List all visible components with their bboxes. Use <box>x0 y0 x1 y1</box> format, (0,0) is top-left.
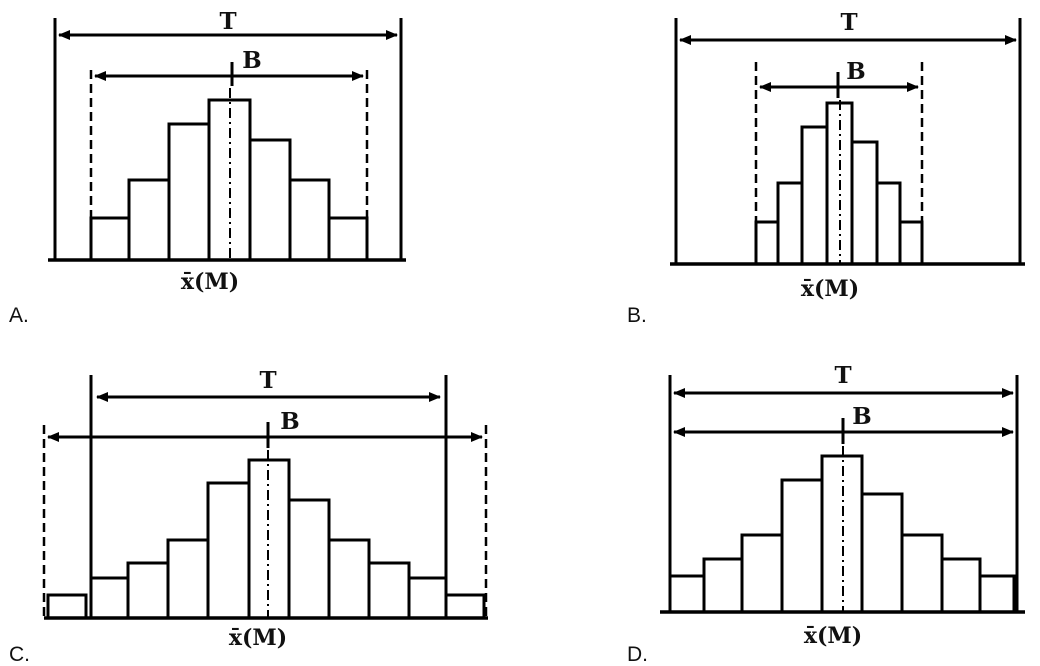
histogram-bar <box>850 140 879 266</box>
histogram-bar <box>166 538 210 620</box>
histogram-bar <box>287 498 331 620</box>
panel-d: T B x̄(M) D. <box>627 362 1025 666</box>
histogram-bar <box>407 576 448 620</box>
histogram-bar <box>860 492 904 614</box>
histogram-bars <box>89 98 369 262</box>
histogram-bar <box>702 557 744 614</box>
histogram-bar <box>754 220 780 266</box>
histogram-bars <box>754 101 924 266</box>
panel-a: T B x̄(M) A. <box>9 8 406 327</box>
mean-label: x̄(M) <box>804 623 862 649</box>
mean-label: x̄(M) <box>181 269 239 295</box>
histogram-bar <box>776 181 804 266</box>
panel-b: T B x̄(M) B. <box>627 9 1025 327</box>
histogram-bar <box>900 533 944 614</box>
mean-label: x̄(M) <box>229 625 287 651</box>
histogram-bar <box>444 593 486 620</box>
spread-label: B <box>280 408 299 435</box>
histogram-bars <box>668 454 1016 614</box>
option-label: B. <box>627 304 647 327</box>
histogram-bar <box>127 178 171 262</box>
histogram-bar <box>780 478 824 614</box>
histogram-bar <box>978 574 1016 614</box>
histogram-bar <box>288 178 331 262</box>
option-label: C. <box>9 643 30 666</box>
histogram-bar <box>46 593 88 620</box>
histogram-bar <box>800 125 829 266</box>
tolerance-label: T <box>259 367 276 394</box>
histogram-bar <box>898 220 924 266</box>
histogram-bar <box>89 576 130 620</box>
histogram-bar <box>167 122 211 262</box>
spread-label: B <box>242 47 261 74</box>
histogram-bar <box>248 138 292 262</box>
panel-c: T B x̄(M) C. <box>9 367 488 666</box>
histogram-bar <box>327 538 371 620</box>
option-label: A. <box>9 304 29 327</box>
histogram-bar <box>367 561 411 620</box>
histogram-bar <box>89 216 131 262</box>
mean-label: x̄(M) <box>801 276 859 302</box>
histogram-bar <box>668 574 706 614</box>
histogram-bar <box>875 181 902 266</box>
tolerance-label: T <box>840 9 857 36</box>
tolerance-label: T <box>219 8 236 35</box>
histogram-bar <box>940 557 982 614</box>
histogram-bar <box>740 533 784 614</box>
spread-label: B <box>846 58 865 85</box>
histogram-bar <box>206 481 251 620</box>
tolerance-label: T <box>834 362 851 389</box>
histogram-bars <box>46 458 486 620</box>
histogram-bar <box>126 561 170 620</box>
histogram-bar <box>327 216 369 262</box>
option-label: D. <box>627 643 648 666</box>
spread-label: B <box>852 403 871 430</box>
